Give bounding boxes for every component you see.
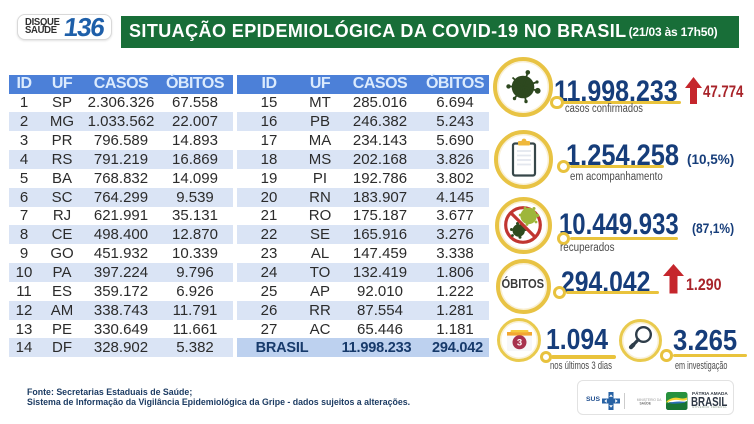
svg-text:3: 3 bbox=[517, 337, 522, 348]
